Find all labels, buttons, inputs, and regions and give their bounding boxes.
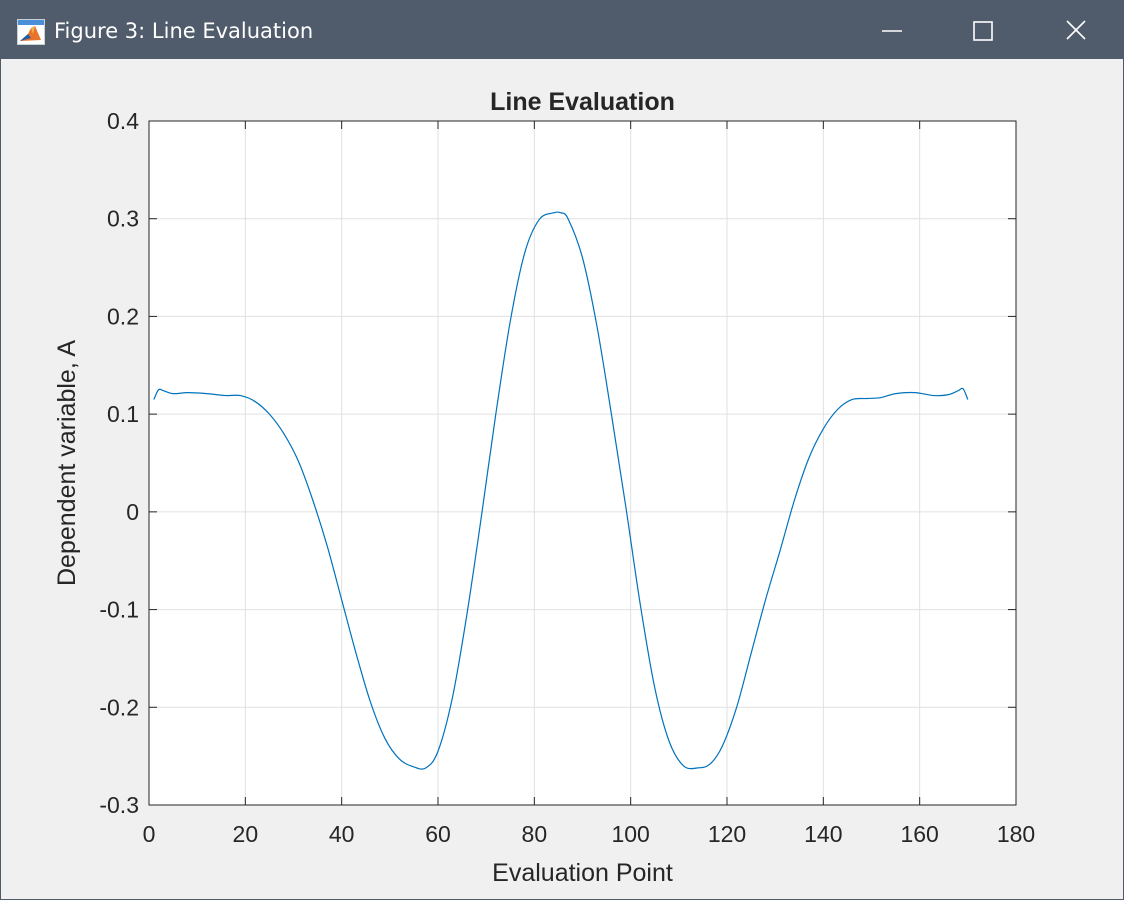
figure-canvas: 0 20 40 60 80 100 120 140 160 180 -0.3 -0.2 -0.1 0 0.… xyxy=(1,59,1123,899)
title-bar[interactable]: Figure 3: Line Evaluation xyxy=(1,1,1123,59)
x-tick-label: 140 xyxy=(804,821,842,847)
maximize-button[interactable] xyxy=(938,1,1030,59)
close-button[interactable] xyxy=(1031,1,1123,59)
y-tick-labels: -0.3 -0.2 -0.1 0 0.1 0.2 0.3 0.4 xyxy=(99,108,139,818)
y-tick-label: 0 xyxy=(126,499,139,525)
x-tick-label: 180 xyxy=(997,821,1035,847)
tick-marks xyxy=(148,120,1017,806)
x-tick-label: 20 xyxy=(233,821,259,847)
chart-title: Line Evaluation xyxy=(490,88,675,116)
x-tick-label: 160 xyxy=(900,821,938,847)
x-tick-labels: 0 20 40 60 80 100 120 140 160 180 xyxy=(143,821,1036,847)
x-tick-label: 0 xyxy=(143,821,156,847)
y-tick-label: -0.2 xyxy=(99,694,139,720)
axes-box xyxy=(148,120,1017,806)
x-tick-label: 120 xyxy=(708,821,746,847)
y-axis-label: Dependent variable, A xyxy=(53,340,81,586)
x-axis-label: Evaluation Point xyxy=(492,859,673,887)
grid xyxy=(149,121,1016,805)
x-tick-label: 40 xyxy=(329,821,355,847)
x-tick-label: 60 xyxy=(425,821,451,847)
matlab-figure-icon xyxy=(17,19,45,45)
y-tick-label: 0.3 xyxy=(107,206,139,232)
minimize-button[interactable] xyxy=(846,1,938,59)
line-chart[interactable]: 0 20 40 60 80 100 120 140 160 180 -0.3 -0.2 -0.1 0 0.… xyxy=(1,59,1123,899)
y-tick-label: -0.1 xyxy=(99,597,139,623)
y-tick-label: 0.2 xyxy=(107,303,139,329)
axes-background xyxy=(149,121,1016,805)
y-tick-label: 0.1 xyxy=(107,401,139,427)
series-line xyxy=(153,211,969,770)
y-tick-label: 0.4 xyxy=(107,108,139,134)
window-title: Figure 3: Line Evaluation xyxy=(54,19,314,43)
x-tick-label: 100 xyxy=(611,821,649,847)
x-tick-label: 80 xyxy=(522,821,548,847)
y-tick-label: -0.3 xyxy=(99,792,139,818)
